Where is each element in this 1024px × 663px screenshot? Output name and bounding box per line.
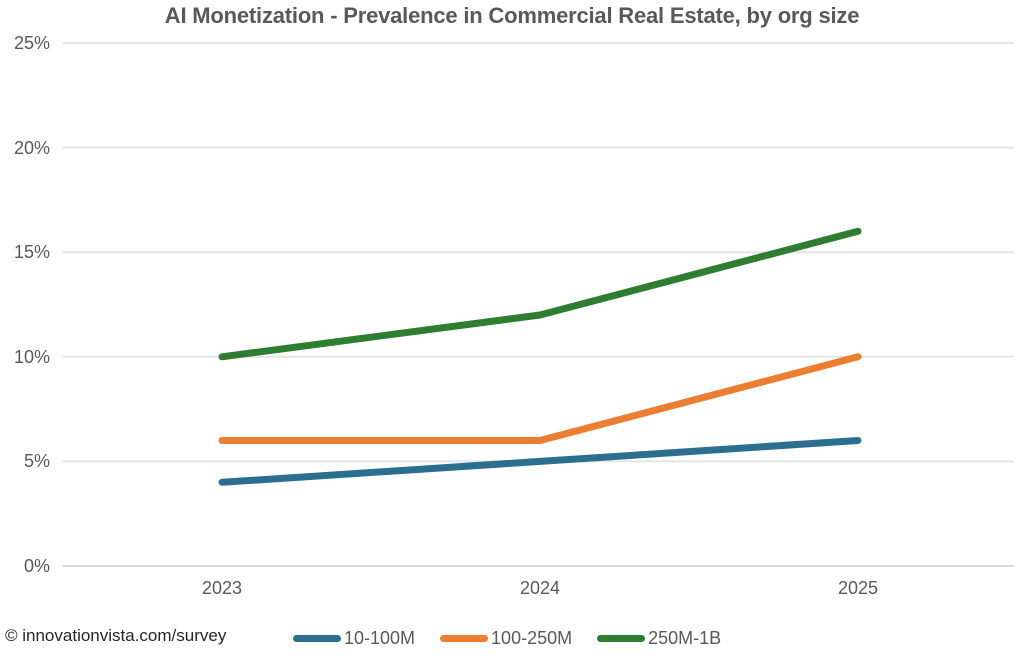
legend-label: 250M-1B: [648, 628, 722, 648]
legend-item: 10-100M: [293, 628, 415, 649]
chart-title: AI Monetization - Prevalence in Commerci…: [164, 3, 860, 28]
legend-item: 100-250M: [440, 628, 572, 649]
y-tick-label: 5%: [23, 451, 50, 471]
y-tick-label: 20%: [13, 138, 50, 158]
x-tick-label: 2025: [837, 578, 879, 598]
series-line-10-100M: [218, 437, 862, 486]
y-tick-label: 10%: [13, 347, 50, 367]
legend-line-swatch: [293, 635, 341, 642]
y-tick-label: 25%: [13, 33, 50, 53]
chart-legend: 10-100M 100-250M 250M-1B: [293, 628, 721, 649]
legend-label: 10-100M: [344, 628, 416, 648]
legend-label: 100-250M: [491, 628, 573, 648]
y-tick-label: 0%: [23, 556, 50, 576]
y-tick-label: 15%: [13, 242, 50, 262]
x-tick-label: 2024: [519, 578, 561, 598]
legend-line-swatch: [440, 635, 489, 642]
x-tick-label: 2023: [201, 578, 243, 598]
series-line-250M-1B: [218, 227, 862, 361]
legend-item: 250M-1B: [597, 628, 721, 649]
source-attribution: © innovationvista.com/survey: [5, 626, 227, 645]
series-line-100-250M: [218, 353, 862, 444]
legend-line-swatch: [597, 635, 646, 642]
